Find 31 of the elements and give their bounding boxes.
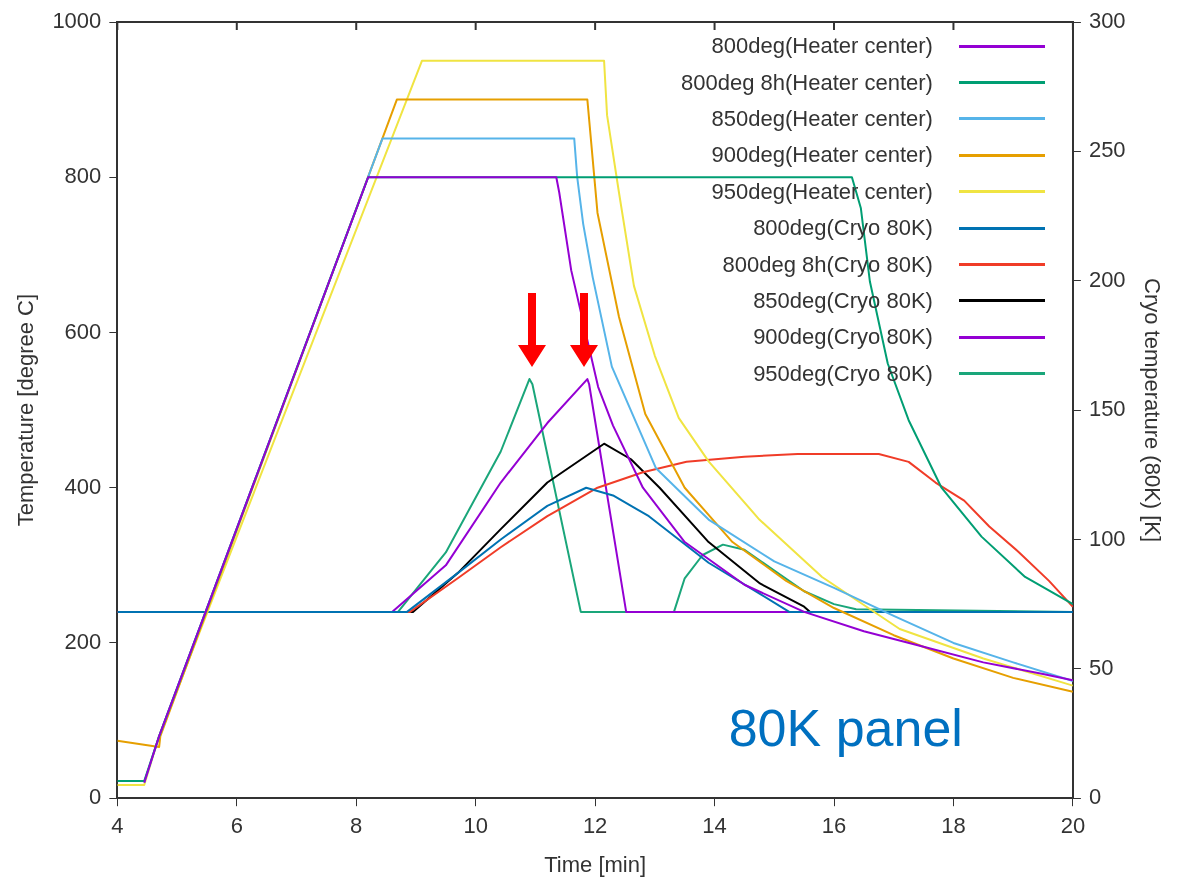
- y2-tick-label: 250: [1088, 137, 1126, 163]
- y2-axis-title: Cryo temperature (80K) [K]: [1139, 278, 1165, 543]
- y2-tick-label: 0: [1088, 784, 1102, 810]
- y2-tick-label: 300: [1088, 8, 1126, 34]
- y-tick-label: 800: [64, 163, 102, 189]
- y-tick-label: 0: [89, 784, 102, 810]
- x-tick-label: 20: [1060, 813, 1086, 839]
- y-tick-label: 400: [64, 473, 102, 499]
- y2-tick-label: 50: [1088, 654, 1114, 680]
- x-tick-label: 14: [702, 813, 727, 839]
- annotation: 80K panel: [728, 698, 963, 759]
- y2-tick-label: 100: [1088, 525, 1126, 551]
- x-axis-title: Time [min]: [544, 851, 647, 877]
- y-axis-title: Temperature [degree C]: [13, 293, 39, 527]
- legend-label: 900deg(Heater center): [711, 142, 933, 169]
- y-tick-label: 1000: [52, 8, 102, 34]
- x-tick-label: 18: [941, 813, 966, 839]
- legend-label: 850deg(Heater center): [711, 105, 933, 132]
- legend-label: 900deg(Cryo 80K): [753, 324, 933, 351]
- y2-tick-label: 150: [1088, 396, 1126, 422]
- x-tick-label: 12: [582, 813, 608, 839]
- y-tick-label: 600: [64, 318, 102, 344]
- x-tick-label: 6: [230, 813, 243, 839]
- legend-label: 800deg 8h(Heater center): [680, 69, 933, 96]
- legend-label: 800deg(Heater center): [711, 33, 933, 60]
- x-tick-label: 10: [463, 813, 488, 839]
- x-tick-label: 4: [111, 813, 124, 839]
- y2-tick-label: 200: [1088, 266, 1126, 292]
- y-tick-label: 200: [64, 629, 102, 655]
- x-tick-label: 16: [821, 813, 847, 839]
- x-tick-label: 8: [350, 813, 363, 839]
